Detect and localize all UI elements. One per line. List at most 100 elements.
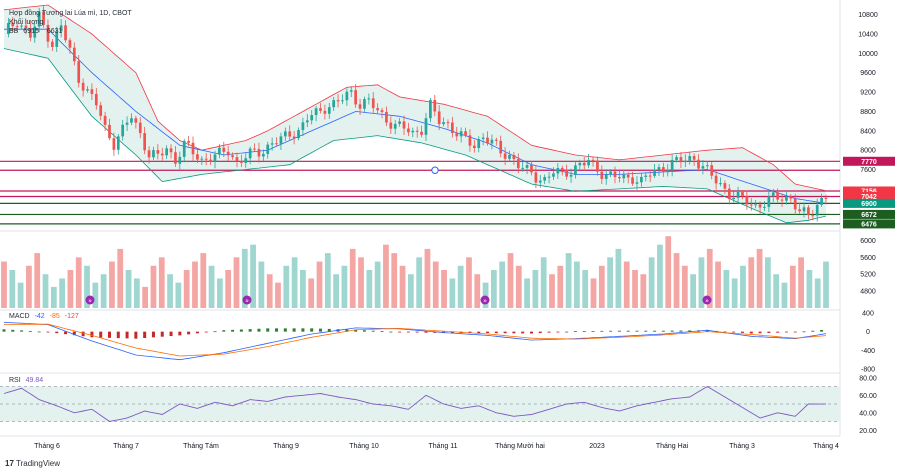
- candle-body[interactable]: [116, 136, 120, 150]
- volume-bar[interactable]: [640, 274, 647, 308]
- volume-bar[interactable]: [26, 265, 32, 308]
- candle-body[interactable]: [147, 150, 151, 158]
- candle-body[interactable]: [582, 162, 586, 166]
- candle-body[interactable]: [749, 204, 753, 206]
- candle-body[interactable]: [464, 131, 467, 136]
- candle-body[interactable]: [565, 169, 569, 177]
- candle-body[interactable]: [670, 159, 674, 171]
- candle-body[interactable]: [525, 165, 529, 168]
- candle-body[interactable]: [407, 128, 410, 133]
- candle-body[interactable]: [815, 204, 819, 216]
- candle-body[interactable]: [587, 159, 590, 166]
- candle-body[interactable]: [538, 180, 542, 183]
- volume-bar[interactable]: [208, 265, 215, 308]
- volume-bar[interactable]: [150, 265, 157, 308]
- volume-bar[interactable]: [607, 257, 613, 308]
- volume-bar[interactable]: [17, 282, 24, 308]
- candle-body[interactable]: [472, 145, 476, 149]
- candle-body[interactable]: [235, 157, 239, 162]
- candle-body[interactable]: [600, 171, 604, 179]
- volume-bar[interactable]: [598, 265, 605, 308]
- candle-body[interactable]: [121, 124, 125, 137]
- candle-body[interactable]: [626, 174, 630, 178]
- volume-bar[interactable]: [457, 265, 464, 308]
- candle-body[interactable]: [371, 98, 375, 109]
- candle-body[interactable]: [666, 170, 670, 173]
- volume-bar[interactable]: [241, 248, 248, 308]
- candle-body[interactable]: [798, 209, 801, 212]
- volume-bar[interactable]: [441, 270, 447, 308]
- volume-bar[interactable]: [532, 270, 539, 308]
- candle-body[interactable]: [653, 169, 656, 176]
- candle-body[interactable]: [7, 23, 10, 35]
- volume-bar[interactable]: [258, 261, 265, 308]
- candle-body[interactable]: [648, 175, 652, 177]
- candle-body[interactable]: [64, 25, 67, 41]
- candle-body[interactable]: [556, 168, 560, 174]
- candle-body[interactable]: [503, 153, 507, 159]
- volume-bar[interactable]: [175, 282, 182, 308]
- candle-body[interactable]: [218, 147, 221, 155]
- candle-body[interactable]: [68, 40, 72, 48]
- candle-body[interactable]: [596, 160, 599, 172]
- candle-body[interactable]: [679, 157, 683, 163]
- candle-body[interactable]: [763, 206, 766, 208]
- candle-body[interactable]: [543, 177, 547, 181]
- candle-body[interactable]: [758, 204, 762, 208]
- candle-body[interactable]: [635, 182, 639, 184]
- volume-bar[interactable]: [366, 270, 373, 308]
- event-marker-icon[interactable]: [480, 295, 490, 305]
- volume-bar[interactable]: [740, 265, 746, 308]
- candle-body[interactable]: [363, 99, 366, 109]
- candle-body[interactable]: [222, 147, 226, 152]
- volume-bar[interactable]: [75, 257, 82, 308]
- candle-body[interactable]: [15, 26, 19, 28]
- volume-bar[interactable]: [432, 261, 439, 308]
- volume-bar[interactable]: [648, 257, 655, 308]
- volume-bar[interactable]: [723, 270, 730, 308]
- volume-bar[interactable]: [266, 274, 273, 308]
- event-marker-icon[interactable]: [242, 295, 252, 305]
- candle-body[interactable]: [174, 152, 177, 164]
- volume-bar[interactable]: [565, 253, 572, 308]
- candle-body[interactable]: [701, 166, 705, 169]
- candle-body[interactable]: [178, 156, 182, 164]
- candle-body[interactable]: [20, 25, 23, 27]
- candle-body[interactable]: [604, 174, 608, 179]
- candle-body[interactable]: [275, 143, 278, 145]
- volume-bar[interactable]: [133, 278, 140, 308]
- candle-body[interactable]: [59, 25, 63, 32]
- candle-body[interactable]: [516, 159, 520, 169]
- volume-bar[interactable]: [698, 257, 705, 308]
- candle-body[interactable]: [336, 100, 340, 102]
- volume-bar[interactable]: [67, 270, 74, 308]
- candle-body[interactable]: [754, 204, 758, 206]
- candle-body[interactable]: [301, 122, 305, 131]
- candle-body[interactable]: [807, 207, 810, 216]
- volume-bar[interactable]: [681, 265, 688, 308]
- volume-bar[interactable]: [773, 274, 780, 308]
- candle-body[interactable]: [719, 183, 722, 185]
- volume-bar[interactable]: [217, 278, 223, 308]
- volume-bar[interactable]: [324, 253, 331, 308]
- candle-body[interactable]: [11, 23, 15, 27]
- candle-body[interactable]: [319, 108, 322, 111]
- volume-bar[interactable]: [449, 278, 456, 308]
- candle-body[interactable]: [446, 122, 450, 124]
- candle-body[interactable]: [618, 177, 621, 179]
- volume-bar[interactable]: [9, 270, 16, 308]
- price-level-tag[interactable]: [843, 219, 895, 229]
- candle-body[interactable]: [226, 151, 230, 156]
- volume-bar[interactable]: [142, 286, 149, 308]
- volume-bar[interactable]: [623, 261, 630, 308]
- candle-body[interactable]: [697, 159, 700, 169]
- candle-body[interactable]: [204, 158, 208, 160]
- candle-body[interactable]: [688, 156, 692, 161]
- volume-bar[interactable]: [706, 248, 713, 308]
- volume-bar[interactable]: [765, 257, 771, 308]
- volume-bar[interactable]: [590, 278, 597, 308]
- event-marker-icon[interactable]: [702, 295, 712, 305]
- candle-body[interactable]: [108, 124, 111, 139]
- volume-bar[interactable]: [557, 265, 564, 308]
- volume-bar[interactable]: [582, 270, 589, 308]
